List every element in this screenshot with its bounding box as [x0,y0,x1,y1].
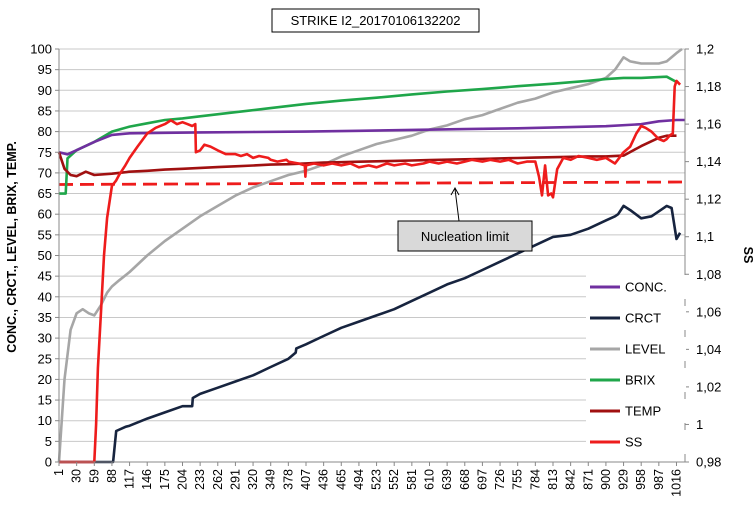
y2-tick-label: 1,06 [696,304,721,319]
series-line-conc [58,118,685,156]
y-tick-label: 0 [45,455,52,470]
y-tick-label: 65 [38,186,52,201]
y-tick-label: 45 [38,269,52,284]
legend-label: BRIX [625,373,656,388]
x-tick-label: 581 [405,469,419,490]
annotation-box [397,220,533,252]
series-line-crct [59,204,682,464]
y-tick-label: 95 [38,62,52,77]
x-tick-label: 813 [546,469,560,490]
x-tick-label: 1016 [669,469,683,497]
y-axis-label: CONC., CRCT., LEVEL, BRIX, TEMP. [5,141,19,353]
x-tick-labels: 1 30 59 88 117 146 175 204 233 262 291 320 349 378 407… [52,462,683,497]
y2-tick-label: 1,08 [696,267,721,282]
x-tick-label: 668 [458,469,472,490]
y-tick-label: 5 [45,434,52,449]
series-line-brix [59,75,678,195]
x-tick-label: 900 [599,469,613,490]
x-tick-label: 436 [317,469,331,490]
x-tick-label: 987 [652,469,666,490]
y2-tick-label: 1,18 [696,79,721,94]
y2-tick-label: 1,04 [696,342,721,357]
legend-label: CRCT [625,311,661,326]
chart-title: STRIKE I2_20170106132202 [271,8,480,33]
x-tick-label: 610 [422,469,436,490]
y-tick-label: 50 [38,248,52,263]
y2-tick-label: 1,1 [696,229,714,244]
x-tick-label: 59 [87,469,101,483]
x-tick-label: 233 [193,469,207,490]
y-tick-label: 30 [38,331,52,346]
annotation-arrowhead [450,186,460,196]
y-tick-label: 70 [38,165,52,180]
y-tick-label: 85 [38,103,52,118]
x-tick-label: 929 [617,469,631,490]
x-tick-label: 407 [299,469,313,490]
x-tick-label: 842 [564,469,578,490]
x-tick-label: 204 [175,469,189,490]
y2-tick-label: 1,14 [696,154,721,169]
y-tick-label: 60 [38,207,52,222]
y-tick-label: 35 [38,310,52,325]
y2-tick-label: 1 [696,417,703,432]
series-line-ss [59,79,682,464]
y2-tick-label: 1,2 [696,42,714,57]
series-line-level [57,47,683,463]
x-tick-label: 117 [123,469,137,489]
x-tick-label: 726 [493,469,507,490]
annotation-text: Nucleation limit [421,229,510,244]
y2-tick-label: 1,12 [696,192,721,207]
legend-label: CONC. [625,280,667,295]
title-box [271,8,480,33]
x-tick-label: 523 [370,469,384,490]
annotation-leader [454,188,460,222]
x-tick-label: 958 [634,469,648,490]
x-tick-label: 697 [475,469,489,490]
right-y-tick-labels: 0,98 1 1,02 1,04 1,06 1,08 1,1 1,12 1,14 1,16 1,18… [685,42,721,470]
x-tick-label: 320 [246,469,260,490]
x-tick-label: 1 [52,469,66,476]
y2-tick-label: 1,16 [696,117,721,132]
legend: CONC. CRCT LEVEL BRIX TEMP SS [586,275,686,454]
y-tick-label: 75 [38,145,52,160]
x-tick-label: 465 [334,469,348,490]
left-y-tick-labels: 0 5 10 15 20 25 30 35 40 45 50 55 60 65 70 75 80 85 90 95 10… [30,42,59,470]
x-tick-label: 291 [228,469,242,490]
x-tick-label: 378 [281,469,295,490]
x-tick-label: 639 [440,469,454,490]
legend-label: TEMP [625,404,661,419]
nucleation-annotation: Nucleation limit [397,186,533,252]
title-text: STRIKE I2_20170106132202 [291,13,461,28]
series-layer [57,47,686,464]
x-tick-label: 755 [511,469,525,490]
x-tick-label: 349 [264,469,278,490]
x-tick-label: 30 [70,469,84,483]
y-tick-label: 15 [38,393,52,408]
x-tick-label: 871 [581,469,595,490]
y2-axis-label: SS [741,247,754,264]
x-tick-label: 494 [352,469,366,490]
y2-tick-label: 0,98 [696,455,721,470]
x-tick-label: 88 [105,469,119,483]
legend-label: LEVEL [625,342,665,357]
y-tick-label: 10 [38,413,52,428]
y-tick-label: 20 [38,372,52,387]
x-tick-label: 784 [528,469,542,490]
y-tick-label: 40 [38,289,52,304]
y-tick-label: 55 [38,227,52,242]
y2-tick-label: 1,02 [696,379,721,394]
legend-label: SS [625,435,643,450]
x-tick-label: 552 [387,469,401,490]
y-tick-label: 100 [30,42,52,57]
x-tick-label: 146 [140,469,154,490]
y-tick-label: 90 [38,83,52,98]
x-tick-label: 175 [158,469,172,490]
y-tick-label: 25 [38,351,52,366]
x-tick-label: 262 [211,469,225,490]
y-tick-label: 80 [38,124,52,139]
